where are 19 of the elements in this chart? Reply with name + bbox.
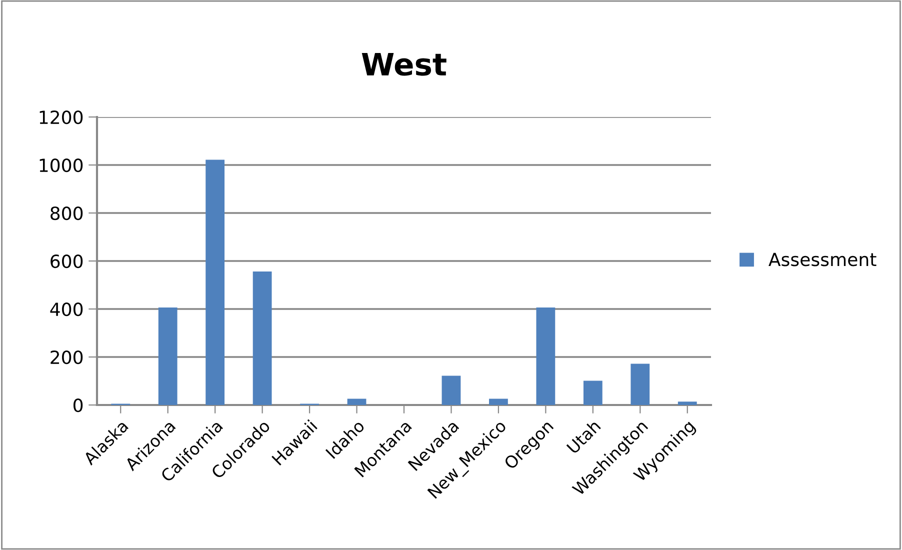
bar <box>252 272 272 405</box>
y-tick-label: 800 <box>50 206 83 220</box>
y-tick-label: 1000 <box>40 158 83 172</box>
bar <box>347 398 366 405</box>
legend-label: Assessment <box>768 252 876 266</box>
bar <box>489 398 508 405</box>
bar <box>158 308 178 405</box>
chart-title: West <box>362 53 446 76</box>
y-tick-label: 0 <box>74 398 83 412</box>
bar <box>536 308 556 405</box>
y-tick-label: 1200 <box>40 110 83 124</box>
bar <box>630 364 650 405</box>
bar <box>678 402 697 405</box>
y-tick-label: 600 <box>50 254 83 268</box>
bar <box>583 380 602 405</box>
y-tick-label: 200 <box>50 350 83 364</box>
bar <box>442 376 461 405</box>
bar <box>206 160 225 405</box>
y-tick-label: 400 <box>50 302 83 316</box>
